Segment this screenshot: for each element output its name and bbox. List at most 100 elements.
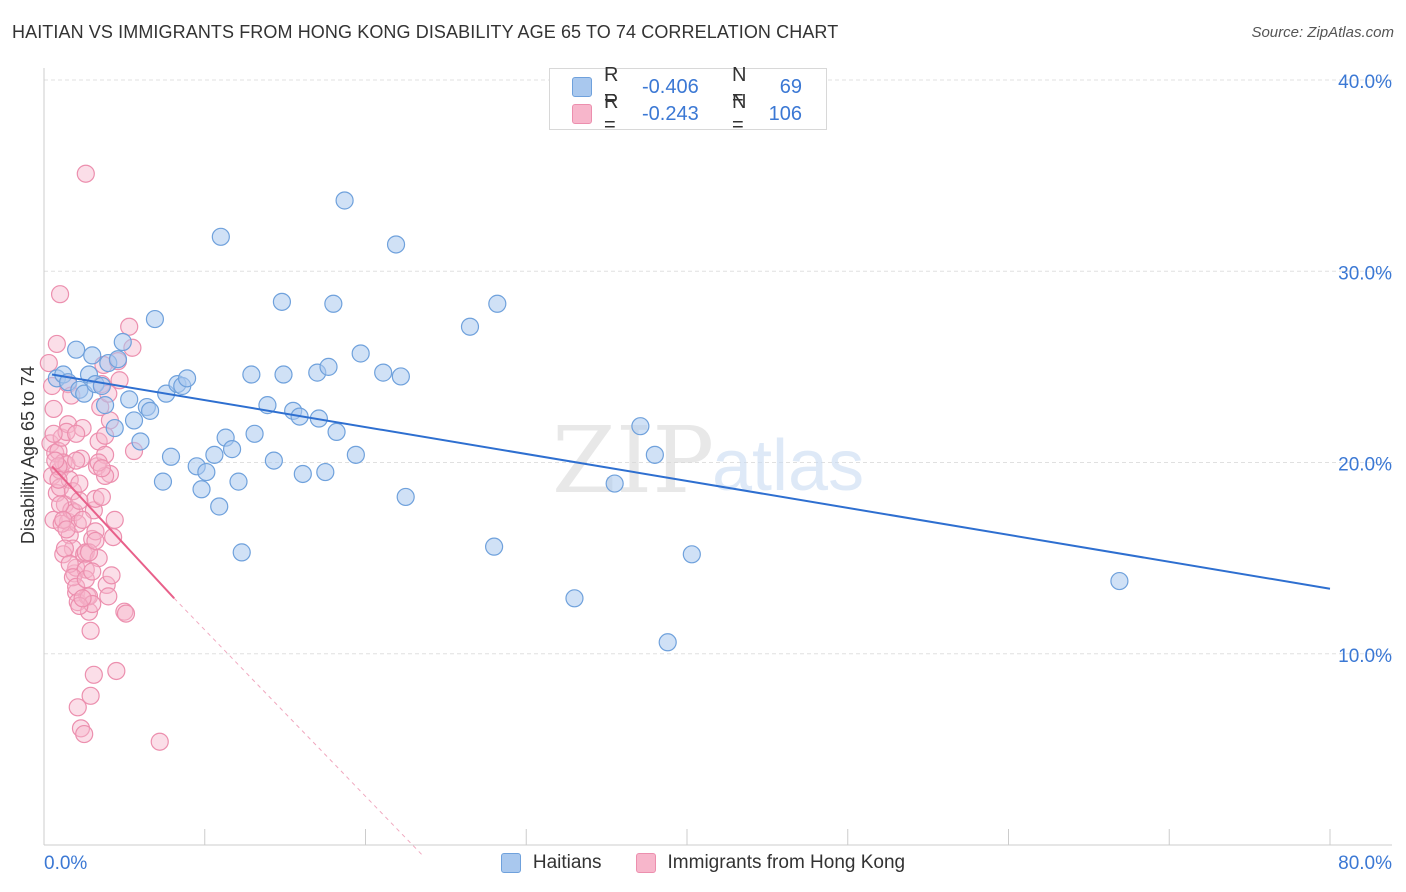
- hongkong-point: [60, 554, 79, 573]
- haitians-point: [222, 440, 242, 459]
- hongkong-point: [76, 164, 95, 183]
- chart-title: HAITIAN VS IMMIGRANTS FROM HONG KONG DIS…: [12, 22, 839, 42]
- source-label: Source: ZipAtlas.com: [1251, 24, 1394, 41]
- hongkong-trend-extension: [173, 597, 423, 855]
- hongkong-swatch: [635, 853, 656, 873]
- haitians-point: [92, 376, 111, 396]
- hongkong-point: [67, 577, 86, 596]
- x-tick-label: 80.0%: [1338, 853, 1392, 874]
- legend-label-hongkong: Immigrants from Hong Kong: [667, 852, 906, 873]
- haitians-point: [145, 309, 165, 329]
- n-value: 106: [768, 102, 802, 125]
- hongkong-point: [49, 470, 68, 489]
- hongkong-point: [73, 510, 92, 529]
- haitians-point: [324, 294, 343, 313]
- haitians-point: [264, 451, 283, 470]
- r-label: R =: [604, 91, 619, 136]
- y-tick-label: 40.0%: [1338, 72, 1392, 93]
- hongkong-point: [84, 665, 103, 684]
- hongkong-point: [97, 575, 116, 595]
- hongkong-point: [75, 724, 94, 744]
- hongkong-point: [47, 334, 66, 354]
- hongkong-point: [57, 520, 76, 539]
- trend-lines: [51, 373, 1331, 855]
- haitians-point: [197, 462, 216, 482]
- hongkong-point: [92, 459, 111, 478]
- r-value: -0.406: [642, 75, 699, 98]
- y-axis-label: Disability Age 65 to 74: [18, 366, 38, 544]
- hongkong-swatch: [572, 104, 592, 124]
- haitians-point: [645, 445, 664, 464]
- hongkong-point: [105, 510, 124, 529]
- haitians-point: [316, 462, 335, 482]
- haitians-point: [485, 537, 504, 556]
- haitians-swatch: [500, 853, 521, 873]
- hongkong-point: [67, 451, 86, 470]
- haitians-point: [120, 390, 139, 409]
- hongkong-point: [81, 686, 100, 705]
- haitians-point: [488, 294, 507, 313]
- haitians-point: [565, 589, 584, 608]
- hongkong-point: [107, 661, 126, 681]
- y-tick-label: 30.0%: [1338, 263, 1392, 284]
- haitians-point: [274, 365, 293, 384]
- hongkong-point: [83, 562, 102, 581]
- haitians-point: [161, 447, 181, 466]
- haitians-point: [272, 292, 292, 311]
- haitians-point: [105, 418, 124, 438]
- haitians-point: [351, 344, 370, 363]
- haitians-point: [211, 227, 230, 246]
- hongkong-point: [79, 543, 99, 562]
- haitians-point: [67, 340, 86, 359]
- hongkong-point: [81, 621, 100, 640]
- n-label: N =: [732, 64, 747, 109]
- hongkong-point: [73, 589, 92, 608]
- hongkong-point: [70, 491, 89, 510]
- haitians-point: [113, 332, 132, 352]
- haitians-point: [460, 317, 480, 336]
- haitians-point: [131, 432, 150, 451]
- r-label: R =: [604, 64, 619, 109]
- hongkong-point: [44, 424, 63, 443]
- haitians-point: [319, 357, 338, 376]
- haitians-point: [327, 422, 346, 441]
- haitians-point: [1110, 571, 1129, 591]
- haitians-trend-line: [51, 373, 1331, 590]
- haitians-point: [245, 424, 264, 443]
- haitians-point: [124, 411, 144, 430]
- haitians-point: [177, 369, 197, 388]
- haitians-points: [47, 191, 1129, 652]
- legend-row-hongkong: R = -0.243 N = 106: [572, 91, 802, 136]
- n-label: N =: [732, 91, 747, 136]
- haitians-point: [229, 472, 248, 491]
- hongkong-point: [50, 495, 70, 514]
- series-legend: Haitians Immigrants from Hong Kong: [0, 852, 1406, 874]
- grid: [44, 79, 1392, 655]
- haitians-point: [346, 445, 365, 464]
- haitians-point: [374, 363, 393, 382]
- hongkong-point: [150, 732, 169, 751]
- haitians-point: [95, 396, 115, 415]
- hongkong-point: [102, 566, 121, 585]
- haitians-point: [232, 543, 251, 562]
- hongkong-point: [44, 399, 63, 419]
- haitians-point: [682, 545, 701, 564]
- haitians-point: [631, 417, 650, 436]
- hongkong-point: [55, 539, 74, 558]
- hongkong-point: [39, 353, 58, 373]
- hongkong-point: [86, 489, 105, 508]
- r-value: -0.243: [642, 102, 699, 125]
- haitians-point: [210, 497, 229, 516]
- haitians-point: [391, 367, 410, 386]
- watermark-atlas: atlas: [712, 426, 864, 506]
- hongkong-point: [86, 531, 105, 551]
- haitians-point: [293, 464, 312, 484]
- hongkong-point: [99, 587, 118, 606]
- legend-row-haitians: R = -0.406 N = 69: [572, 64, 802, 109]
- hongkong-point: [89, 453, 108, 472]
- haitians-point: [242, 365, 261, 384]
- hongkong-point: [50, 285, 70, 304]
- y-tick-label: 20.0%: [1338, 455, 1392, 476]
- hongkong-point: [71, 719, 91, 738]
